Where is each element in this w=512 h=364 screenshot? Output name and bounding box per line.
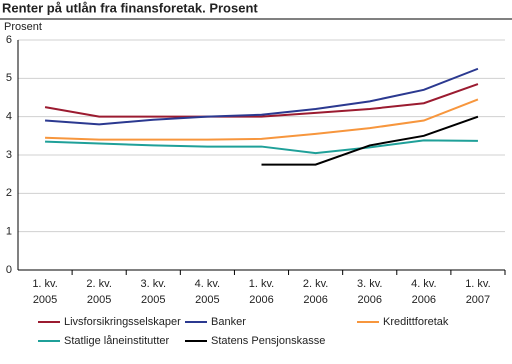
legend-label: Statens Pensjonskasse bbox=[211, 335, 325, 347]
y-tick-label: 1 bbox=[6, 226, 12, 238]
y-tick-label: 6 bbox=[6, 34, 12, 46]
line-series bbox=[44, 83, 479, 118]
line-series bbox=[45, 98, 479, 141]
x-tick-label: 2. kv. 2006 bbox=[303, 278, 328, 306]
legend-label: Statlige låneinstitutter bbox=[64, 335, 170, 347]
x-tick-label: 3. kv. 2005 bbox=[141, 278, 166, 306]
y-tick-label: 3 bbox=[6, 149, 12, 161]
line-series bbox=[45, 139, 478, 155]
x-tick-label: 1. kv. 2005 bbox=[32, 278, 57, 306]
y-tick-label: 4 bbox=[6, 111, 12, 123]
y-tick-label: 2 bbox=[6, 187, 12, 199]
line-series bbox=[261, 115, 479, 166]
y-tick-label: 5 bbox=[6, 72, 12, 84]
x-tick-label: 4. kv. 2005 bbox=[195, 278, 220, 306]
x-tick-label: 2. kv. 2005 bbox=[86, 278, 111, 306]
chart-title: Renter på utlån fra finansforetak. Prose… bbox=[2, 0, 258, 15]
legend-label: Kredittforetak bbox=[383, 316, 449, 328]
x-tick-label: 1. kv. 2006 bbox=[249, 278, 274, 306]
y-axis-label: Prosent bbox=[4, 21, 42, 33]
legend-label: Banker bbox=[211, 316, 246, 328]
line-series bbox=[44, 67, 479, 126]
legend-label: Livsforsikringsselskaper bbox=[64, 316, 181, 328]
y-tick-label: 0 bbox=[6, 264, 12, 276]
x-tick-label: 4. kv. 2006 bbox=[411, 278, 436, 306]
x-tick-label: 3. kv. 2006 bbox=[357, 278, 382, 306]
x-tick-label: 1. kv. 2007 bbox=[465, 278, 490, 306]
